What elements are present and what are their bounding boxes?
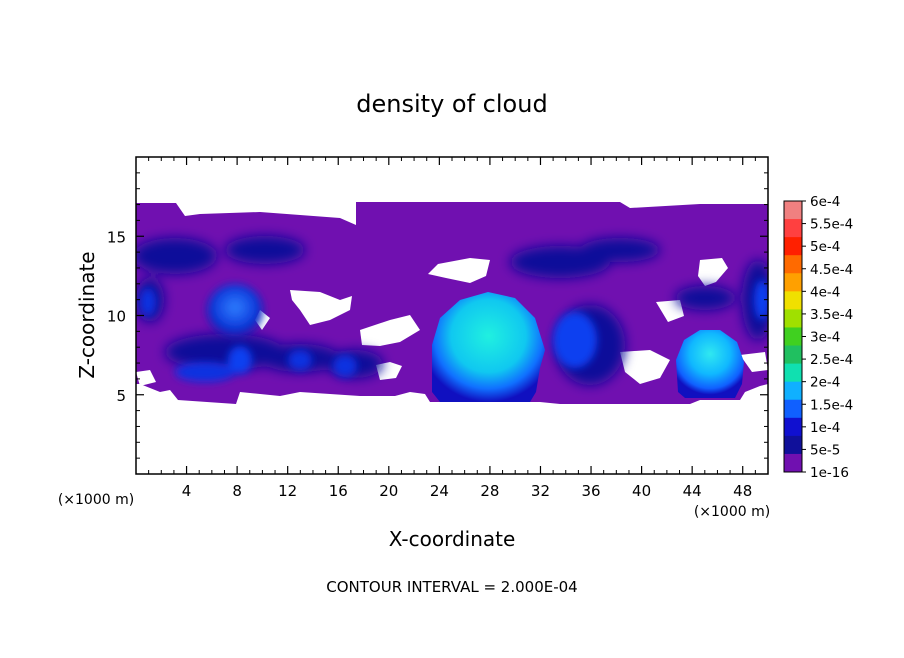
colorbar-swatch	[784, 417, 802, 437]
colorbar-swatch	[784, 291, 802, 310]
x-tick-label: 4	[182, 482, 192, 500]
y-axis: 5 10 15	[107, 172, 768, 459]
colorbar-label: 1.5e-4	[810, 397, 853, 413]
heatmap-field	[136, 202, 768, 404]
contour-1e-4-regions	[140, 280, 768, 382]
colorbar-label: 1e-4	[810, 420, 840, 436]
colorbar-label: 4.5e-4	[810, 262, 853, 278]
colorbar: 6e-4 5.5e-4 5e-4 4.5e-4 4e-4 3.5e-4 3e-4 2.5e-4…	[783, 194, 853, 481]
colorbar-label: 4e-4	[810, 284, 840, 300]
cloud-core-45km[interactable]	[676, 330, 744, 398]
colorbar-swatch	[784, 219, 802, 238]
colorbar-swatch	[784, 201, 802, 220]
colorbar-swatch	[784, 363, 802, 383]
x-tick-label: 28	[480, 482, 499, 500]
x-tick-label: 12	[278, 482, 297, 500]
colorbar-swatch	[784, 237, 802, 256]
colorbar-label: 5e-4	[810, 239, 840, 255]
x-tick-label: 32	[531, 482, 550, 500]
colorbar-label: 5.5e-4	[810, 217, 853, 233]
contour-interval-note: CONTOUR INTERVAL = 2.000E-04	[326, 578, 577, 596]
x-tick-label: 48	[733, 482, 752, 500]
y-axis-title: Z-coordinate	[75, 251, 99, 378]
colorbar-swatch	[784, 273, 802, 292]
colorbar-label: 5e-5	[810, 442, 840, 458]
colorbar-swatch	[784, 345, 802, 365]
y-tick-label: 10	[107, 308, 126, 326]
colorbar-swatch	[784, 435, 802, 455]
colorbar-label: 3e-4	[810, 330, 840, 346]
x-tick-label: 40	[632, 482, 651, 500]
cloud-core-28km[interactable]	[432, 292, 545, 402]
colorbar-swatch	[784, 255, 802, 274]
colorbar-label: 1e-16	[810, 465, 849, 481]
colorbar-swatch	[784, 327, 802, 347]
x-tick-label: 44	[683, 482, 702, 500]
colorbar-swatch	[784, 381, 802, 401]
x-tick-label: 36	[581, 482, 600, 500]
x-axis-title: X-coordinate	[389, 527, 516, 551]
colorbar-swatch	[784, 453, 802, 473]
colorbar-label: 2.5e-4	[810, 352, 853, 368]
x-unit-right: (×1000 m)	[694, 504, 770, 520]
colorbar-label: 2e-4	[810, 375, 840, 391]
x-unit-left: (×1000 m)	[58, 492, 134, 508]
colorbar-swatch	[784, 399, 802, 419]
x-axis: 4 8 12 16 20 24 28 32 36 40 44 48	[148, 157, 756, 500]
chart-title: density of cloud	[356, 90, 547, 118]
colorbar-swatch	[784, 309, 802, 328]
x-tick-label: 16	[329, 482, 348, 500]
colorbar-label: 3.5e-4	[810, 307, 853, 323]
y-tick-label: 15	[107, 228, 126, 246]
y-tick-label: 5	[116, 387, 126, 405]
colorbar-label: 6e-4	[810, 194, 840, 210]
x-tick-label: 8	[232, 482, 242, 500]
x-tick-label: 20	[379, 482, 398, 500]
x-tick-label: 24	[430, 482, 449, 500]
